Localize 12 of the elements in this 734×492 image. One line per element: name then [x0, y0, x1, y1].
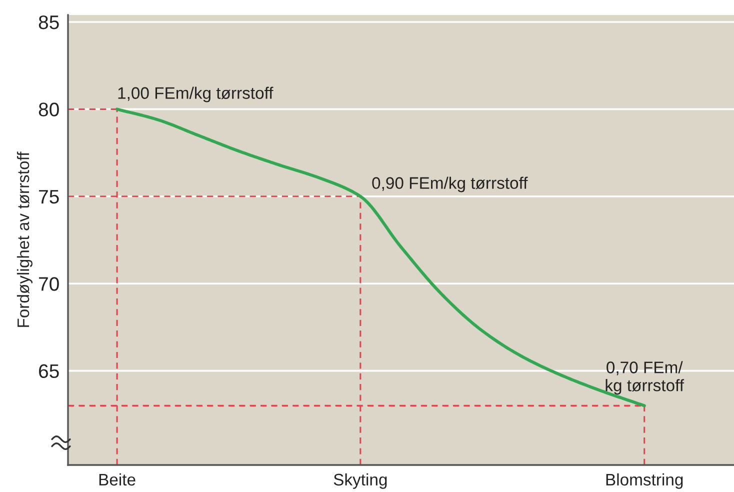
y-tick-label: 70: [39, 277, 59, 291]
x-tick-label: Beite: [99, 473, 136, 486]
y-tick-label: 80: [38, 102, 59, 116]
annotation: 0,90 FEm/kg tørrstoff: [372, 176, 528, 192]
y-tick-label: 65: [39, 364, 59, 378]
y-tick-label: 85: [38, 15, 59, 30]
annotation: 1,00 FEm/kg tørrstoff: [118, 86, 274, 102]
x-tick-label: Blomstring: [606, 473, 683, 489]
annotation: 0,70 FEm/ kg tørrstoff: [606, 361, 684, 395]
x-tick-label: Skyting: [334, 473, 387, 489]
y-axis-title: Fordøylighet av tørrstoff: [16, 152, 32, 327]
y-tick-label: 75: [39, 190, 59, 204]
